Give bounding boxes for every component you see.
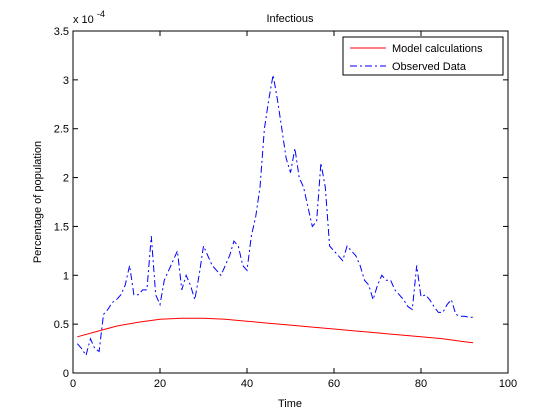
x-tick-label: 60 [328, 378, 340, 390]
y-axis: 0 0.5 1 1.5 2 2.5 3 3.5 [54, 26, 508, 380]
legend-label-model-calculations: Model calculations [392, 43, 483, 55]
x-tick-label: 0 [70, 378, 76, 390]
y-tick-label: 3 [63, 75, 69, 87]
x-axis-label: Time [278, 398, 302, 410]
x-tick-label: 40 [241, 378, 253, 390]
y-tick-label: 1.5 [54, 221, 69, 233]
y-tick-label: 1 [63, 270, 69, 282]
chart-title: Infectious [266, 13, 314, 25]
legend-label-observed-data: Observed Data [392, 61, 467, 73]
plot-series-group [76, 74, 474, 357]
x-tick-label: 100 [499, 378, 517, 390]
legend: Model calculations Observed Data [342, 36, 504, 76]
y-tick-label: 2 [63, 173, 69, 185]
y-axis-label: Percentage of population [32, 141, 44, 263]
y-tick-label: 3.5 [54, 26, 69, 38]
y-tick-label: 2.5 [54, 124, 69, 136]
x-tick-label: 20 [154, 378, 166, 390]
plot-area [72, 30, 509, 374]
y-exponent-label: x 10 [73, 14, 94, 26]
series-line-model-calculations [77, 317, 474, 344]
legend-box [342, 36, 504, 76]
y-exponent-value: -4 [97, 9, 105, 19]
y-tick-label: 0.5 [54, 319, 69, 331]
x-tick-label: 80 [415, 378, 427, 390]
y-tick-label: 0 [63, 368, 69, 380]
series-line-observed-data [76, 74, 474, 357]
x-axis: 0 20 40 60 80 100 [70, 31, 517, 390]
